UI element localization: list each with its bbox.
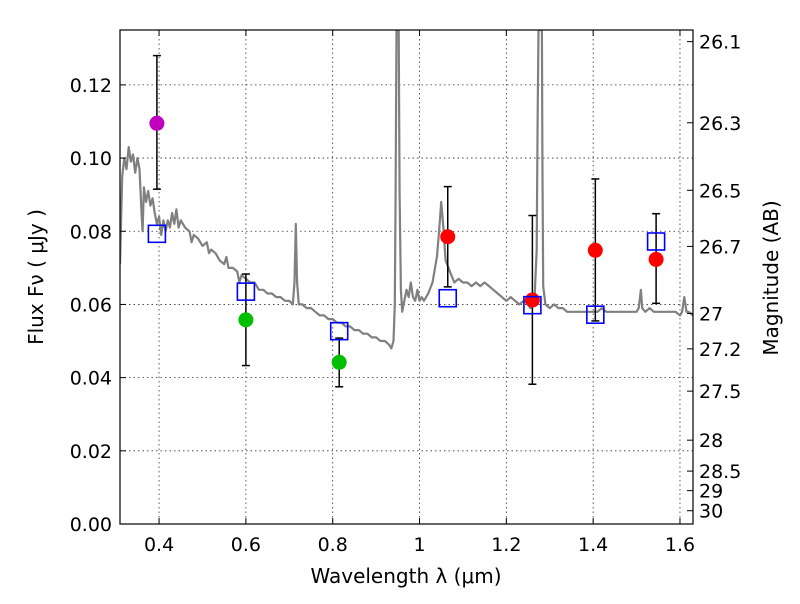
y-tick-label: 0.08 — [70, 221, 112, 243]
model-photometry-square — [329, 321, 349, 341]
y-tick-label: 0.02 — [70, 441, 112, 463]
x-tick-label: 1.2 — [491, 534, 521, 556]
y-tick-label: 0.00 — [70, 514, 112, 536]
x-tick-label: 1 — [413, 534, 425, 556]
y-tick-label: 0.12 — [70, 75, 112, 97]
mag-tick-label: 28 — [699, 430, 723, 452]
y-tick-label: 0.06 — [70, 294, 112, 316]
observed-point — [524, 292, 540, 308]
y2-axis-label: Magnitude (AB) — [759, 200, 783, 355]
mag-tick-label: 26.7 — [699, 236, 741, 258]
grid-layer — [120, 30, 693, 524]
model-photometry-square — [147, 224, 167, 244]
mag-tick-label: 26.1 — [699, 32, 741, 54]
model-photometry-square — [646, 232, 666, 251]
mag-tick-label: 30 — [699, 501, 723, 523]
model-photometry-square — [523, 295, 542, 315]
observed-point — [440, 229, 456, 245]
model-spectrum-line — [120, 30, 693, 350]
x-tick-label: 0.8 — [318, 534, 348, 556]
observed-point — [331, 354, 347, 370]
mag-tick-label: 29 — [699, 481, 723, 503]
mag-tick-label: 26.5 — [699, 180, 741, 202]
x-tick-label: 1.6 — [665, 534, 695, 556]
mag-tick-label: 28.5 — [699, 461, 741, 483]
model-spectrum-layer — [120, 30, 693, 350]
model-squares-layer — [147, 224, 666, 341]
model-photometry-square — [438, 288, 458, 308]
x-tick-label: 0.4 — [144, 534, 174, 556]
observed-point — [149, 115, 165, 131]
tick-labels-layer: 0.4 0.6 0.8 1 1.2 1.4 1.6 0.00 0.02 0.04 0.06 0.08 0… — [70, 32, 742, 556]
x-tick-label: 0.6 — [231, 534, 261, 556]
y-tick-label: 0.04 — [70, 368, 112, 390]
mag-tick-label: 27.2 — [699, 339, 741, 361]
observed-point — [238, 312, 254, 328]
model-photometry-square — [236, 282, 256, 301]
observed-point — [648, 251, 664, 267]
ticks-layer — [120, 30, 693, 525]
observed-point — [587, 242, 603, 258]
mag-tick-label: 27 — [699, 303, 723, 325]
mag-tick-label: 26.3 — [699, 113, 741, 135]
y-tick-label: 0.10 — [70, 148, 112, 170]
mag-tick-label: 27.5 — [699, 381, 741, 403]
x-tick-label: 1.4 — [578, 534, 608, 556]
y-axis-label: Flux Fν ( μJy ) — [24, 209, 48, 345]
model-photometry-square — [586, 305, 605, 324]
x-axis-label: Wavelength λ (μm) — [310, 564, 501, 588]
plot-frame — [119, 29, 694, 525]
